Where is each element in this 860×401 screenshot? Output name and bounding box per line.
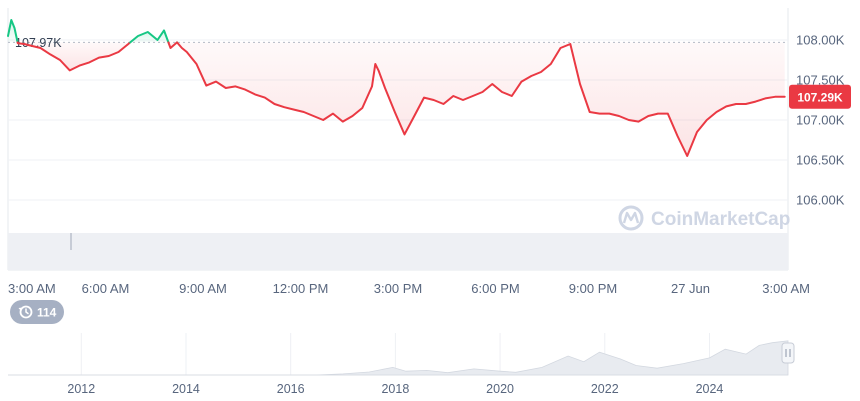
navigator-year-label: 2020 [486, 382, 514, 396]
navigator-year-axis: 2012 2014 2016 2018 2020 2022 2024 [67, 382, 723, 396]
current-price-badge: 107.29K [789, 84, 851, 109]
navigator-year-label: 2016 [277, 382, 305, 396]
navigator-year-label: 2022 [591, 382, 619, 396]
price-line-down-segment [167, 41, 178, 49]
x-axis: 3:00 AM 6:00 AM 9:00 AM 12:00 PM 3:00 PM 6:00… [8, 281, 810, 296]
current-price-badge-bg [789, 84, 851, 109]
y-tick-label: 108.00K [796, 33, 845, 48]
navigator-year-label: 2024 [696, 382, 724, 396]
navigator-year-label: 2012 [67, 382, 95, 396]
x-tick-label: 6:00 AM [82, 281, 130, 296]
y-tick-label: 107.00K [796, 113, 845, 128]
coinmarketcap-logo-icon [618, 205, 644, 231]
area-fill-down [17, 42, 131, 71]
navigator-handle-bg [781, 342, 795, 364]
price-line-up-segment [7, 19, 19, 44]
x-tick-label: 12:00 PM [273, 281, 329, 296]
navigator-year-label: 2018 [381, 382, 409, 396]
history-button[interactable]: 114 [10, 300, 64, 324]
y-axis: 108.00K 107.50K 107.00K 106.50K 106.00K [796, 33, 845, 208]
price-line-up-segment [129, 29, 170, 44]
x-tick-label: 3:00 AM [762, 281, 810, 296]
area-fill-down [177, 42, 785, 156]
x-tick-label: 27 Jun [671, 281, 710, 296]
price-line [7, 19, 786, 157]
navigator-year-label: 2014 [172, 382, 200, 396]
y-tick-label: 107.50K [796, 73, 845, 88]
navigator-price-area [8, 340, 789, 376]
x-tick-label: 3:00 PM [374, 281, 422, 296]
x-tick-label: 6:00 PM [471, 281, 519, 296]
open-price-label: 107.97K [15, 36, 62, 50]
price-line-down-segment [16, 41, 132, 72]
watermark-text: CoinMarketCap [651, 209, 790, 230]
current-price-label: 107.29K [797, 90, 843, 104]
x-tick-label: 3:00 AM [8, 281, 56, 296]
x-tick-label: 9:00 PM [569, 281, 617, 296]
navigator-handle[interactable] [781, 342, 795, 364]
coinmarketcap-watermark: CoinMarketCap [618, 205, 790, 231]
y-tick-label: 106.00K [796, 193, 845, 208]
time-range-navigator[interactable]: 2012 2014 2016 2018 2020 2022 2024 [8, 333, 795, 396]
volume-bars [8, 233, 788, 270]
history-count: 114 [37, 306, 57, 320]
y-tick-label: 106.50K [796, 153, 845, 168]
history-icon [18, 305, 33, 319]
history-button-bg [10, 300, 64, 324]
price-line-down-segment [176, 41, 786, 157]
navigator-grid [80, 333, 710, 375]
x-tick-label: 9:00 AM [179, 281, 227, 296]
